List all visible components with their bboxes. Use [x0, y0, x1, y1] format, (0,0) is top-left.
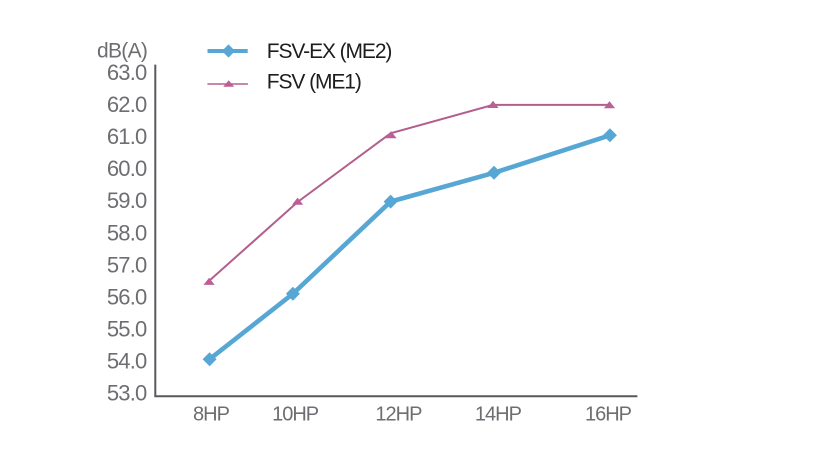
svg-text:53.0: 53.0	[107, 381, 147, 406]
svg-text:58.0: 58.0	[107, 220, 147, 245]
svg-text:55.0: 55.0	[107, 317, 147, 342]
svg-text:60.0: 60.0	[107, 156, 147, 181]
svg-text:54.0: 54.0	[107, 349, 147, 374]
svg-text:61.0: 61.0	[107, 124, 147, 149]
svg-text:FSV (ME1): FSV (ME1)	[267, 70, 361, 93]
svg-text:8HP: 8HP	[193, 403, 230, 425]
svg-text:14HP: 14HP	[475, 403, 522, 425]
svg-text:12HP: 12HP	[375, 403, 422, 425]
svg-text:10HP: 10HP	[272, 403, 319, 425]
svg-text:56.0: 56.0	[107, 285, 147, 310]
svg-text:63.0: 63.0	[107, 60, 147, 85]
svg-text:dB(A): dB(A)	[97, 40, 147, 63]
svg-text:FSV-EX (ME2): FSV-EX (ME2)	[267, 40, 392, 63]
svg-text:16HP: 16HP	[585, 403, 632, 425]
svg-text:62.0: 62.0	[107, 92, 147, 117]
svg-text:57.0: 57.0	[107, 252, 147, 277]
svg-text:59.0: 59.0	[107, 188, 147, 213]
